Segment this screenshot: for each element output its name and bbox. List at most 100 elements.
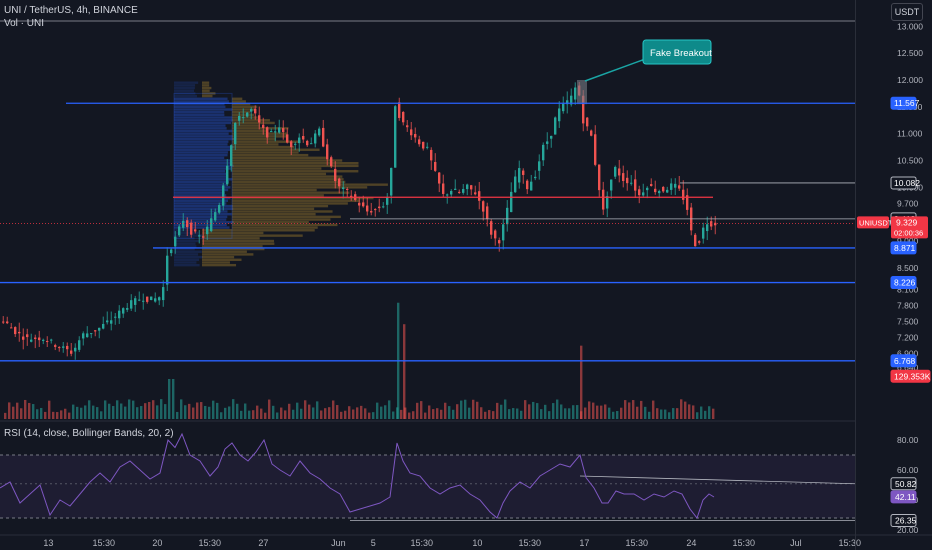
volume-profile-row (174, 229, 196, 232)
volume-bar (676, 408, 679, 419)
volume-profile-row (232, 140, 301, 143)
time-tick: 15:30 (199, 538, 222, 548)
rsi-tag (890, 513, 917, 527)
volume-bar (572, 405, 575, 419)
volume-bar (628, 402, 631, 419)
rsi-band-fill (0, 455, 855, 518)
candle-body (602, 189, 605, 210)
volume-bar (480, 407, 483, 419)
volume-bar (272, 405, 275, 419)
volume-label[interactable]: Vol · UNI (4, 18, 45, 29)
candle-body (358, 202, 361, 206)
currency-button[interactable]: USDT (891, 3, 923, 21)
candle-body (638, 189, 641, 196)
volume-profile-row (232, 135, 287, 138)
volume-bar (344, 410, 347, 419)
volume-profile-row (202, 94, 213, 98)
candle-body (298, 137, 301, 144)
volume-bar (296, 402, 299, 419)
candle-body (626, 177, 629, 184)
volume-bar (116, 400, 119, 419)
rsi-title[interactable]: RSI (14, close, Bollinger Bands, 20, 2) (4, 428, 174, 439)
volume-profile-row (174, 124, 226, 127)
volume-bar (208, 406, 211, 419)
volume-profile-row (232, 124, 261, 127)
volume-bar (524, 400, 527, 419)
candle-body (262, 124, 265, 128)
volume-profile-row (232, 226, 318, 229)
candle-body (294, 143, 297, 145)
candle-body (18, 331, 21, 334)
volume-profile-row (174, 178, 233, 181)
price-tick: 9.000 (897, 236, 919, 246)
candle-body (254, 108, 257, 114)
volume-bar (24, 399, 27, 419)
candle-body (42, 339, 45, 341)
volume-bar (112, 406, 115, 419)
candle-body (102, 323, 105, 329)
volume-profile-row (232, 221, 309, 224)
price-tick: 7.500 (897, 317, 919, 327)
volume-profile-row (174, 231, 199, 235)
candle-body (118, 310, 121, 319)
price-tag (890, 276, 917, 290)
volume-profile-row (174, 135, 233, 138)
volume-bar (48, 400, 51, 419)
volume-profile-row (174, 263, 200, 267)
volume-bar (188, 403, 191, 419)
volume-bar (448, 406, 451, 419)
volume-bar (300, 408, 303, 419)
volume-profile-row (174, 239, 199, 243)
volume-bar (124, 406, 127, 419)
candle-body (414, 133, 417, 138)
volume-bar (500, 404, 503, 419)
volume-bar (340, 411, 343, 419)
candle-body (430, 149, 433, 161)
volume-profile-row (174, 105, 226, 109)
volume-profile-row (174, 196, 231, 200)
volume-profile-row (232, 108, 256, 111)
volume-bar (428, 405, 431, 419)
symbol-title[interactable]: UNI / TetherUS, 4h, BINANCE (4, 5, 138, 16)
volume-bar (440, 409, 443, 419)
candle-body (58, 347, 61, 349)
price-tick: 6.900 (897, 349, 919, 359)
volume-profile-row (174, 100, 229, 103)
volume-profile-row (174, 253, 199, 256)
volume-bar (164, 404, 167, 419)
price-tag-label: 6.768 (894, 356, 916, 366)
volume-profile-row (202, 234, 303, 237)
candle-body (442, 183, 445, 194)
volume-bar (556, 399, 559, 419)
candle-body (406, 125, 409, 128)
volume-profile-row (202, 237, 260, 240)
price-tag-label: 8.871 (894, 243, 916, 253)
volume-profile-row (202, 231, 264, 235)
candle-body (26, 334, 29, 338)
candle-body (706, 224, 709, 232)
volume-bar (268, 399, 271, 419)
volume-bar (88, 400, 91, 419)
volume-profile-row (232, 175, 343, 178)
volume-bar (36, 409, 39, 419)
volume-bar (552, 403, 555, 419)
time-tick: 15:30 (411, 538, 434, 548)
volume-profile-row (232, 127, 289, 130)
volume-bar (460, 400, 463, 419)
candle-body (258, 115, 261, 123)
volume-bar (60, 410, 63, 419)
volume-bar (436, 408, 439, 419)
rsi-line (0, 432, 715, 520)
volume-profile-row (232, 100, 246, 103)
volume-profile-row (174, 164, 234, 168)
volume-profile-row (202, 247, 265, 251)
volume-profile-row (174, 194, 227, 197)
volume-bar (424, 412, 427, 419)
volume-profile-row (232, 183, 388, 186)
volume-profile-row (232, 102, 251, 106)
volume-profile-row (174, 172, 227, 176)
volume-profile-row (202, 81, 210, 84)
volume-bar (128, 399, 131, 419)
